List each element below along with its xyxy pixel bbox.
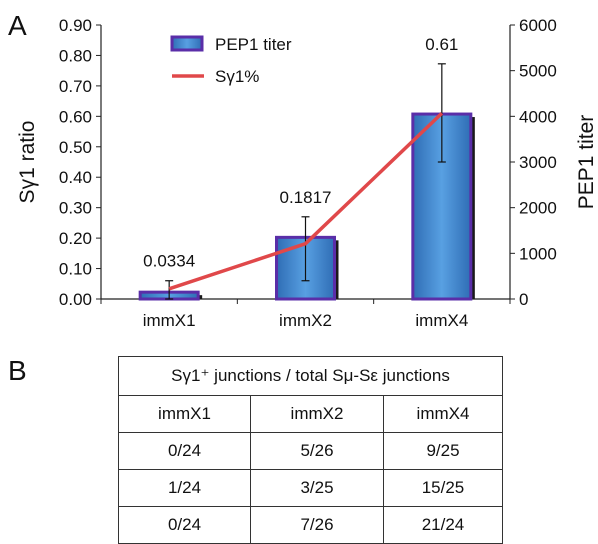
- y-tick-label: 0.20: [59, 229, 92, 248]
- y2-tick-label: 2000: [519, 199, 557, 218]
- y-tick-label: 0.60: [59, 107, 92, 126]
- table-cell: 3/25: [250, 469, 384, 507]
- table-cell: 5/26: [250, 432, 384, 470]
- legend-label-sg1: Sγ1%: [215, 67, 259, 86]
- data-label: 0.1817: [280, 188, 332, 207]
- data-label: 0.0334: [143, 252, 195, 271]
- y2-tick-label: 0: [519, 290, 528, 309]
- y2-tick-label: 4000: [519, 107, 557, 126]
- y-tick-label: 0.50: [59, 138, 92, 157]
- x-tick-label: immX1: [143, 311, 196, 330]
- y2-tick-label: 5000: [519, 62, 557, 81]
- data-label: 0.61: [425, 35, 458, 54]
- line-series-sg1: [168, 112, 444, 291]
- table-cell: 1/24: [118, 469, 251, 507]
- table-col-header: immX2: [250, 395, 384, 433]
- y-tick-label: 0.10: [59, 260, 92, 279]
- y2-tick-label: 6000: [519, 16, 557, 35]
- table-cell: 15/25: [383, 469, 503, 507]
- table-col-header: immX1: [118, 395, 251, 433]
- y-tick-label: 0.80: [59, 46, 92, 65]
- legend-swatch-pep1: [170, 35, 204, 52]
- table-cell: 0/24: [118, 432, 251, 470]
- y-tick-label: 0.30: [59, 199, 92, 218]
- y-tick-label: 0.90: [59, 16, 92, 35]
- chart-a: 0.00 0.10 0.20 0.30 0.40 0.50 0.60 0.70 0.80 0.90…: [16, 16, 598, 330]
- table-header: Sγ1⁺ junctions / total Sμ-Sε junctions: [118, 356, 503, 396]
- x-tick-label: immX2: [279, 311, 332, 330]
- table-col-header: immX4: [383, 395, 503, 433]
- table-row: 0/24 5/26 9/25: [118, 432, 503, 470]
- table-row: 1/24 3/25 15/25: [118, 469, 503, 507]
- panel-label-a: A: [8, 10, 27, 41]
- y2-tick-label: 1000: [519, 244, 557, 263]
- y2-tick-label: 3000: [519, 153, 557, 172]
- y-axis-label: Sγ1 ratio: [16, 121, 39, 204]
- y-tick-label: 0.00: [59, 290, 92, 309]
- legend-label-pep1: PEP1 titer: [215, 35, 292, 54]
- y-tick-label: 0.40: [59, 168, 92, 187]
- table-cell: 9/25: [383, 432, 503, 470]
- y2-axis-label: PEP1 titer: [575, 115, 598, 210]
- x-tick-label: immX4: [415, 311, 468, 330]
- panel-label-b: B: [8, 355, 27, 386]
- junction-table: Sγ1⁺ junctions / total Sμ-Sε junctions i…: [118, 356, 503, 544]
- y-tick-label: 0.70: [59, 77, 92, 96]
